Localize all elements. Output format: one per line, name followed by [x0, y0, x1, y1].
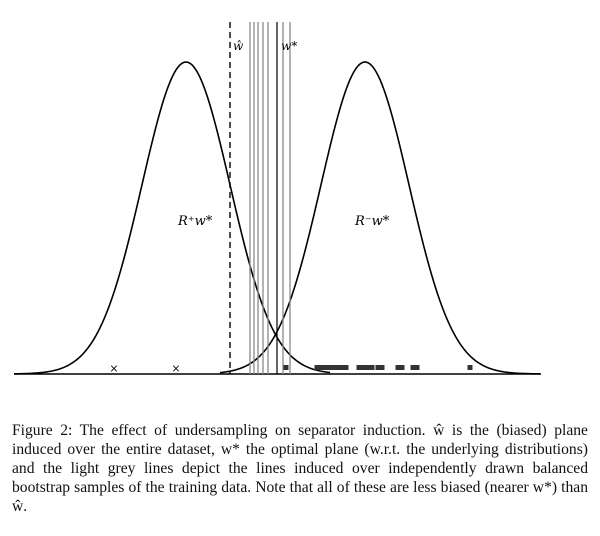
negative-sample-marker — [326, 365, 332, 370]
negative-sample-marker — [365, 365, 371, 370]
negative-sample-marker — [395, 365, 401, 370]
positive-sample-marker: × — [171, 362, 180, 375]
negative-sample-marker — [356, 365, 362, 370]
figure-caption: Figure 2: The effect of undersampling on… — [12, 421, 588, 516]
negative-sample-marker — [399, 365, 405, 370]
w-hat-label: ŵ — [233, 39, 244, 53]
negative-sample-marker — [322, 365, 328, 370]
w-star-label: w* — [281, 39, 297, 53]
negative-sample-marker — [338, 365, 344, 370]
negative-samples — [283, 365, 473, 370]
caption-label: Figure 2: — [12, 422, 73, 439]
negative-sample-marker — [318, 365, 324, 370]
negative-sample-marker — [334, 365, 340, 370]
caption-text: The effect of undersampling on separator… — [12, 422, 588, 515]
negative-sample-marker — [410, 365, 416, 370]
negative-sample-marker — [414, 365, 420, 370]
bootstrap-separator-lines — [249, 22, 291, 374]
negative-sample-marker — [379, 365, 385, 370]
positive-samples: × × — [109, 362, 180, 375]
negative-sample-marker — [369, 365, 375, 370]
negative-class-density-curve — [219, 61, 541, 375]
negative-sample-marker — [283, 365, 289, 370]
negative-sample-marker — [343, 365, 349, 370]
region-negative-label: R⁻w* — [354, 214, 390, 229]
negative-sample-marker — [375, 365, 381, 370]
positive-sample-marker: × — [109, 362, 118, 375]
negative-sample-marker — [467, 365, 473, 370]
region-positive-label: R⁺w* — [177, 214, 213, 229]
negative-sample-marker — [314, 365, 320, 370]
negative-sample-marker — [330, 365, 336, 370]
negative-sample-marker — [361, 365, 367, 370]
figure-plot: ŵ w* R⁺w* R⁻w* × × — [13, 22, 541, 375]
